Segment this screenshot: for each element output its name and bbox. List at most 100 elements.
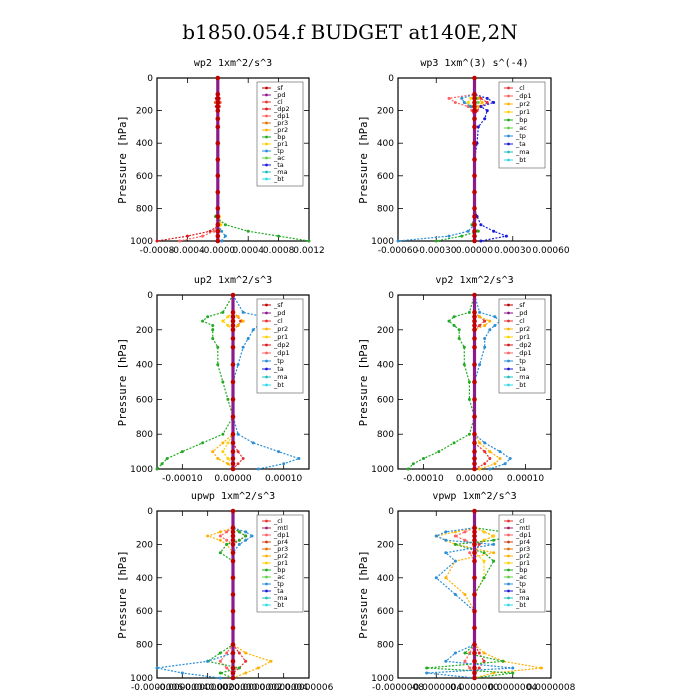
data-point [206, 315, 210, 319]
y-tick-label: 1000 [371, 465, 394, 475]
legend-swatch-marker [265, 327, 268, 331]
data-point [241, 345, 245, 349]
data-point [469, 105, 473, 109]
data-point [460, 96, 464, 100]
data-point [241, 319, 245, 323]
x-tick-label: -0.0000004 [410, 683, 462, 693]
y-tick-label: 400 [136, 574, 153, 584]
data-point [244, 671, 248, 675]
x-tick-label: -0.0004 [170, 246, 205, 256]
zero-profile-marker [230, 608, 236, 614]
legend-swatch-marker [507, 110, 510, 114]
legend-swatch-marker [507, 533, 510, 537]
legend-swatch-marker [265, 589, 268, 593]
legend-swatch-marker [507, 303, 510, 307]
zero-profile-marker [472, 414, 477, 420]
zero-profile-marker [230, 323, 236, 328]
data-point [219, 223, 223, 227]
data-point [480, 100, 484, 104]
zero-profile-marker [472, 533, 477, 539]
data-point [476, 229, 480, 233]
x-tick-label: 0.0000002 [234, 683, 283, 693]
y-tick-label: 400 [377, 361, 394, 371]
series-bp [155, 293, 235, 471]
zero-profile-marker [472, 228, 477, 234]
data-point [237, 666, 241, 670]
legend-label: _ma [515, 148, 530, 156]
zero-profile-marker [215, 108, 221, 113]
legend-label: _sf [273, 84, 284, 92]
zero-profile-marker [230, 659, 236, 664]
data-point [241, 310, 245, 314]
y-tick-label: 800 [136, 204, 153, 214]
legend-swatch-marker [265, 575, 268, 579]
data-point [492, 542, 496, 546]
legend-label: _mtl [273, 524, 288, 532]
data-point [488, 457, 492, 461]
data-point [236, 363, 240, 367]
series-dp2 [155, 76, 221, 243]
data-point [226, 315, 230, 319]
data-point [251, 441, 255, 445]
data-point [226, 457, 230, 461]
zero-profile-marker [472, 670, 477, 676]
data-point [485, 100, 489, 104]
data-point [482, 559, 486, 563]
legend-label: _pr1 [273, 333, 288, 341]
legend-box [256, 81, 304, 187]
legend-label: _tp [515, 580, 526, 588]
zero-profile-marker [230, 525, 236, 530]
legend-label: _bp [273, 133, 286, 141]
data-point [225, 651, 229, 655]
legend-swatch-marker [265, 582, 268, 586]
y-tick-label: 1000 [130, 237, 153, 247]
legend-swatch-marker [507, 383, 510, 387]
data-point [467, 310, 471, 314]
data-point [460, 234, 464, 238]
y-tick-label: 0 [147, 74, 153, 84]
data-point [444, 538, 448, 542]
y-tick-label: 0 [388, 291, 394, 301]
data-point [462, 345, 466, 349]
figure-title: b1850.054.f BUDGET at140E,2N [182, 20, 518, 44]
data-point [218, 659, 222, 663]
data-point [236, 462, 240, 466]
legend-label: _bt [273, 601, 284, 609]
chart-panel-vpwp: vpwp 1xm^2/s^302004006008001000-0.000000… [358, 491, 576, 693]
data-point [492, 551, 496, 555]
data-point [218, 538, 222, 542]
legend-label: _bp [515, 116, 528, 124]
zero-profile-marker [472, 310, 477, 315]
data-point [478, 363, 482, 367]
legend-swatch-marker [265, 177, 268, 181]
legend-label: _bt [273, 381, 284, 389]
x-tick-label: 0.00000 [456, 246, 493, 256]
data-point [246, 229, 250, 233]
zero-profile-marker [215, 222, 221, 227]
data-point [237, 651, 241, 655]
data-point [206, 534, 210, 538]
y-axis-label: Pressure [hPa] [117, 338, 129, 427]
data-point [479, 105, 483, 109]
data-point [482, 530, 486, 534]
y-tick-label: 600 [377, 607, 394, 617]
legend-label: _bt [515, 156, 526, 164]
data-point [453, 534, 457, 538]
zero-profile-marker [215, 206, 221, 211]
legend-label: _tp [273, 580, 284, 588]
data-point [492, 534, 496, 538]
zero-profile-marker [230, 670, 236, 676]
legend-swatch-marker [265, 163, 268, 167]
x-tick-label: -0.0008 [140, 246, 175, 256]
data-point [468, 666, 472, 670]
legend-swatch-marker [265, 128, 268, 132]
data-point [482, 576, 486, 580]
legend-label: _ta [273, 587, 284, 595]
panel-title: upwp 1xm^2/s^3 [191, 491, 275, 502]
y-tick-label: 600 [136, 395, 153, 405]
series-line [434, 511, 542, 679]
data-point [180, 671, 184, 675]
y-tick-label: 0 [147, 507, 153, 517]
data-point [237, 542, 241, 546]
data-point [468, 551, 472, 555]
